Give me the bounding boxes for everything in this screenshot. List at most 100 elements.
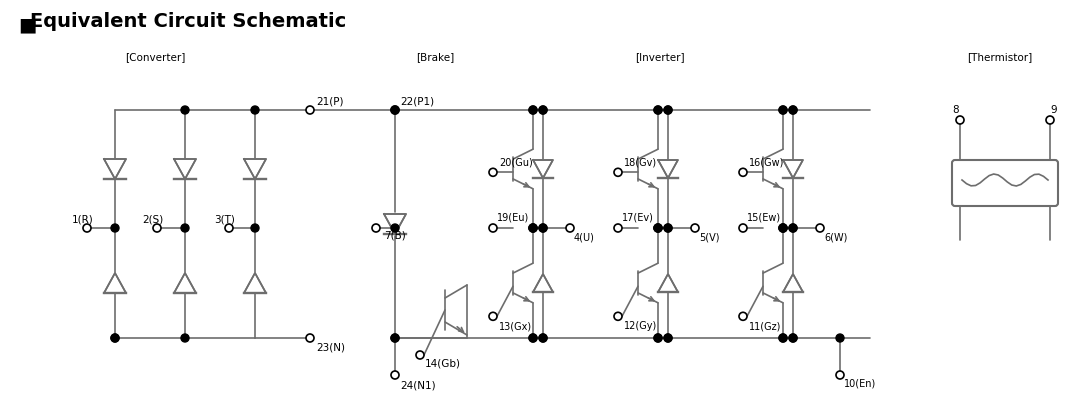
Circle shape xyxy=(654,224,662,232)
Circle shape xyxy=(539,224,547,232)
Circle shape xyxy=(111,224,119,232)
Text: 13(Gx): 13(Gx) xyxy=(499,322,533,331)
Polygon shape xyxy=(174,273,196,293)
Circle shape xyxy=(250,106,259,114)
Text: 3(T): 3(T) xyxy=(215,215,235,225)
Circle shape xyxy=(250,224,259,232)
Text: 15(Ew): 15(Ew) xyxy=(747,213,781,223)
Circle shape xyxy=(539,334,547,342)
Circle shape xyxy=(664,106,672,114)
Circle shape xyxy=(654,334,662,342)
Circle shape xyxy=(539,106,547,114)
FancyBboxPatch shape xyxy=(952,160,1059,206)
Polygon shape xyxy=(534,160,553,178)
Circle shape xyxy=(489,224,497,232)
Circle shape xyxy=(790,334,797,342)
Text: 4(U): 4(U) xyxy=(574,233,595,243)
Circle shape xyxy=(1047,116,1054,124)
Circle shape xyxy=(391,334,399,342)
Circle shape xyxy=(83,224,91,232)
Text: 17(Ev): 17(Ev) xyxy=(622,213,653,223)
Circle shape xyxy=(614,168,622,176)
Circle shape xyxy=(836,334,844,342)
Polygon shape xyxy=(658,274,677,292)
Circle shape xyxy=(779,224,787,232)
Polygon shape xyxy=(105,159,126,179)
Circle shape xyxy=(529,224,537,232)
Polygon shape xyxy=(384,214,406,234)
Circle shape xyxy=(372,224,380,232)
Text: 18(Gv): 18(Gv) xyxy=(624,157,657,167)
Text: 16(Gw): 16(Gw) xyxy=(749,157,784,167)
Polygon shape xyxy=(244,273,266,293)
Polygon shape xyxy=(783,160,803,178)
Text: 9: 9 xyxy=(1051,105,1057,115)
Circle shape xyxy=(391,371,399,379)
Polygon shape xyxy=(174,159,196,179)
Circle shape xyxy=(956,116,964,124)
Circle shape xyxy=(654,106,662,114)
Circle shape xyxy=(664,334,672,342)
Text: 20(Gu): 20(Gu) xyxy=(499,157,533,167)
Text: [Inverter]: [Inverter] xyxy=(635,52,685,62)
Circle shape xyxy=(779,106,787,114)
Circle shape xyxy=(529,224,537,232)
Text: Equivalent Circuit Schematic: Equivalent Circuit Schematic xyxy=(30,12,346,31)
Circle shape xyxy=(391,106,399,114)
Circle shape xyxy=(779,224,787,232)
Text: 19(Eu): 19(Eu) xyxy=(497,213,529,223)
Text: 8: 8 xyxy=(953,105,959,115)
Circle shape xyxy=(181,106,189,114)
Text: 10(En): 10(En) xyxy=(844,378,877,388)
Circle shape xyxy=(539,106,547,114)
Circle shape xyxy=(739,224,747,232)
Circle shape xyxy=(779,334,787,342)
Circle shape xyxy=(739,312,747,320)
Circle shape xyxy=(489,312,497,320)
Circle shape xyxy=(654,224,662,232)
Circle shape xyxy=(539,224,547,232)
Text: ■: ■ xyxy=(19,15,36,34)
Circle shape xyxy=(529,224,537,232)
Text: 11(Gz): 11(Gz) xyxy=(749,322,782,331)
Circle shape xyxy=(654,334,662,342)
Circle shape xyxy=(790,106,797,114)
Text: 24(N1): 24(N1) xyxy=(400,380,436,390)
Circle shape xyxy=(225,224,233,232)
Circle shape xyxy=(614,224,622,232)
Circle shape xyxy=(779,106,787,114)
Circle shape xyxy=(306,334,314,342)
Circle shape xyxy=(489,168,497,176)
Circle shape xyxy=(692,224,699,232)
Circle shape xyxy=(790,224,797,232)
Text: [Thermistor]: [Thermistor] xyxy=(967,52,1032,62)
Circle shape xyxy=(779,224,787,232)
Circle shape xyxy=(654,106,662,114)
Text: 21(P): 21(P) xyxy=(316,97,343,107)
Circle shape xyxy=(836,371,844,379)
Circle shape xyxy=(790,224,797,232)
Circle shape xyxy=(391,106,399,114)
Polygon shape xyxy=(658,160,677,178)
Circle shape xyxy=(539,334,547,342)
Circle shape xyxy=(816,224,824,232)
Polygon shape xyxy=(534,274,553,292)
Circle shape xyxy=(664,224,672,232)
Circle shape xyxy=(739,168,747,176)
Circle shape xyxy=(306,106,314,114)
Circle shape xyxy=(181,224,189,232)
Circle shape xyxy=(111,334,119,342)
Polygon shape xyxy=(105,273,126,293)
Polygon shape xyxy=(244,159,266,179)
Text: 5(V): 5(V) xyxy=(699,233,720,243)
Text: 12(Gy): 12(Gy) xyxy=(624,322,658,331)
Text: [Brake]: [Brake] xyxy=(416,52,454,62)
Circle shape xyxy=(664,106,672,114)
Circle shape xyxy=(416,351,424,359)
Circle shape xyxy=(664,224,672,232)
Polygon shape xyxy=(783,274,803,292)
Text: 6(W): 6(W) xyxy=(824,233,847,243)
Text: 22(P1): 22(P1) xyxy=(400,97,435,107)
Circle shape xyxy=(790,106,797,114)
Text: 14(Gb): 14(Gb) xyxy=(425,358,461,368)
